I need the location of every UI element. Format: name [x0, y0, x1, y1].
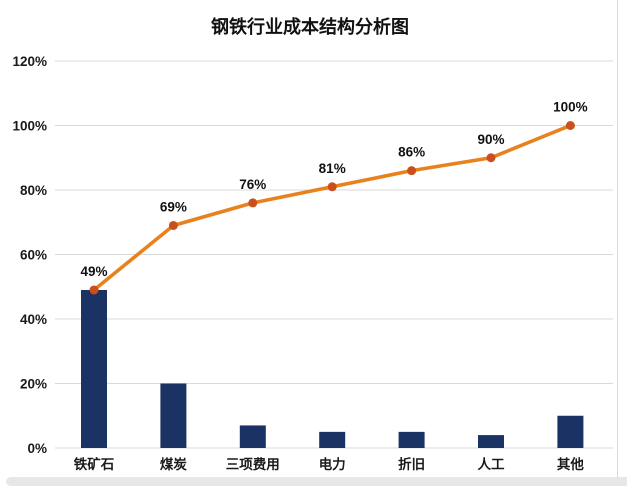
data-label-0: 49%: [80, 264, 107, 279]
bar-其他: [557, 415, 584, 448]
y-axis-tick-label: 60%: [20, 248, 47, 263]
line-marker-6: [565, 121, 575, 130]
y-axis-tick-label: 20%: [20, 377, 47, 392]
bar-电力: [319, 431, 346, 448]
y-axis-tick-label: 40%: [20, 312, 47, 327]
x-axis-label-2: 三项费用: [226, 456, 280, 472]
y-axis-tick-label: 80%: [20, 183, 47, 198]
line-marker-4: [407, 166, 417, 176]
line-marker-2: [248, 198, 258, 208]
card-right-border: [617, 0, 618, 477]
line-marker-5: [486, 153, 496, 163]
y-axis-tick-label: 120%: [12, 54, 47, 69]
bar-铁矿石: [81, 289, 107, 448]
data-label-3: 81%: [319, 161, 346, 176]
x-axis-label-3: 电力: [319, 456, 346, 472]
x-axis-label-6: 其他: [557, 456, 585, 472]
data-label-1: 69%: [160, 199, 187, 214]
data-label-5: 90%: [477, 132, 504, 147]
data-label-4: 86%: [398, 145, 425, 160]
y-axis-tick-label: 0%: [27, 441, 47, 456]
x-axis-label-5: 人工: [478, 457, 505, 472]
x-axis-label-1: 煤炭: [160, 456, 187, 472]
y-axis-tick-label: 100%: [12, 119, 47, 134]
bar-折旧: [398, 431, 425, 448]
x-axis-label-4: 折旧: [398, 456, 425, 472]
bar-人工: [478, 435, 504, 448]
line-marker-1: [168, 220, 178, 230]
line-marker-3: [327, 182, 337, 192]
line-marker-0: [89, 285, 99, 295]
bar-煤炭: [160, 383, 187, 448]
chart-title: 钢铁行业成本结构分析图: [211, 17, 409, 37]
data-label-2: 76%: [239, 177, 266, 192]
bar-三项费用: [239, 425, 266, 448]
x-axis-label-0: 铁矿石: [74, 456, 115, 472]
card-bottom-shadow: [6, 477, 627, 486]
data-label-6: 100%: [553, 100, 588, 115]
